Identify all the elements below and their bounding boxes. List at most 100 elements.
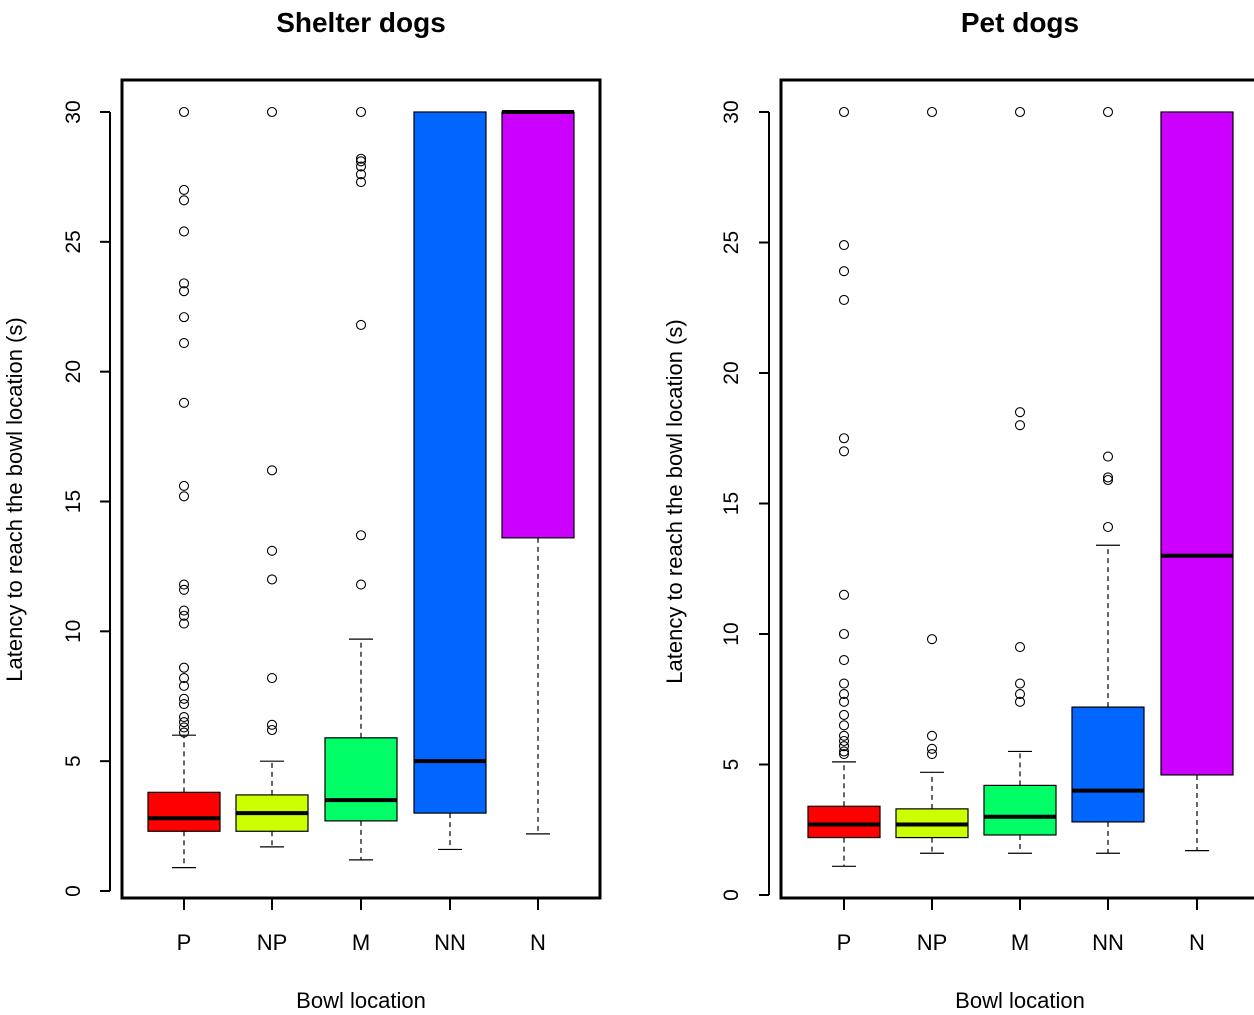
y-tick-label: 10 [720,622,743,645]
outlier-point [1014,106,1026,118]
plot-frame [779,78,1254,900]
outlier-point [178,618,190,629]
box-body [324,737,398,822]
outlier-point [1102,106,1114,118]
box-M [324,106,398,861]
x-axis-label: Bowl location [296,988,426,1013]
outlier-point [1102,472,1114,483]
y-tick-label: 15 [62,490,85,513]
x-tick-label: NN [434,930,466,955]
x-tick-label: NP [917,930,948,955]
outlier-point [838,735,850,747]
outlier-point [266,545,278,556]
outlier-point [178,711,190,723]
y-axis-label: Latency to reach the bowl location (s) [2,317,27,681]
outlier-point [838,446,850,457]
outlier-point [178,184,190,195]
box-P [807,106,881,867]
outlier-point [266,106,278,118]
y-tick-label: 10 [62,620,85,643]
y-tick-label: 5 [720,759,743,771]
box-NN [1071,106,1145,854]
chart-title: Pet dogs [961,7,1079,38]
outlier-point [178,605,190,616]
outlier-point [355,161,367,172]
outlier-point [355,319,367,330]
outlier-point [355,177,367,188]
outlier-point [178,693,190,704]
y-tick-label: 20 [62,360,85,383]
outlier-point [838,741,850,752]
outlier-point [178,680,190,691]
outlier-point [1014,678,1026,689]
outlier-point [178,312,190,323]
y-tick-label: 25 [720,231,743,254]
outlier-point [178,338,190,349]
outlier-point [178,673,190,684]
outlier-point [838,678,850,689]
box-NP [235,106,309,848]
outlier-point [355,579,367,590]
outlier-point [838,655,850,666]
y-tick-label: 15 [720,492,743,515]
outlier-point [838,294,850,305]
outlier-point [1102,521,1114,533]
outlier-point [838,746,850,757]
chart-title: Shelter dogs [276,7,446,38]
y-tick-label: 30 [720,100,743,123]
y-tick-label: 0 [62,885,85,897]
shelter-dogs-panel: Shelter dogs 0 5 10 15 20 25 30 Latency to reach… [2,7,602,1013]
box-N [1160,111,1234,852]
outlier-point [355,530,367,541]
outlier-point [178,226,190,237]
outlier-point [1102,451,1114,462]
outlier-point [178,480,190,491]
x-tick-label: P [837,930,852,955]
outlier-point [838,730,850,741]
outlier-point [838,709,850,720]
outlier-point [838,589,850,600]
x-tick-label: M [1011,930,1029,955]
x-tick-label: NN [1092,930,1124,955]
outlier-point [838,240,850,251]
x-tick-label: M [352,930,370,955]
x-tick-label: P [177,930,192,955]
outlier-point [355,169,367,180]
outlier-point [355,156,367,167]
outlier-point [1014,420,1026,431]
outlier-point [178,722,190,733]
outlier-point [266,465,278,476]
outlier-point [1014,641,1026,653]
outlier-point [178,584,190,595]
outlier-point [178,397,190,408]
box-body [983,784,1057,836]
box-NN [413,111,487,851]
y-tick-label: 20 [720,361,743,384]
outlier-point [178,278,190,289]
outlier-point [178,610,190,621]
outlier-point [266,673,278,684]
box-body [807,805,881,839]
outlier-point [178,491,190,502]
pet-dogs-panel: Pet dogs 0 5 10 15 20 25 30 Latency to reach the… [662,7,1254,1013]
outlier-point [838,106,850,118]
box-M [983,106,1057,854]
outlier-point [1014,407,1026,418]
outlier-point [178,717,190,728]
outlier-point [838,628,850,640]
outlier-point [838,266,850,277]
outlier-point [838,696,850,707]
outlier-point [1014,688,1026,700]
outlier-point [838,688,850,700]
outlier-point [838,749,850,760]
x-tick-label: N [530,930,546,955]
box-body [413,111,487,814]
outlier-point [838,720,850,731]
outlier-point [838,433,850,444]
outlier-point [266,724,278,736]
outlier-point [178,698,190,710]
outlier-point [926,106,938,118]
y-tick-label: 25 [62,230,85,253]
outlier-point [355,153,367,164]
y-tick-label: 5 [62,755,85,767]
